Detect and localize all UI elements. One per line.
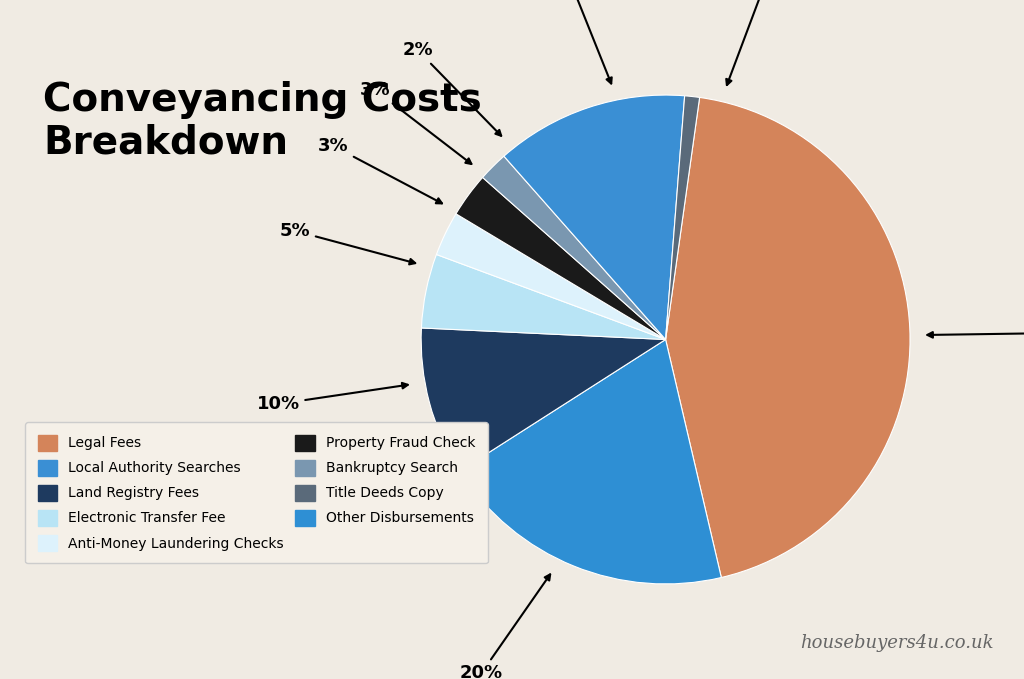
Text: 10%: 10%	[257, 383, 408, 413]
Text: 45%: 45%	[928, 324, 1024, 342]
Text: Conveyancing Costs
Breakdown: Conveyancing Costs Breakdown	[43, 81, 481, 162]
Text: 13%: 13%	[547, 0, 611, 84]
Text: 20%: 20%	[460, 574, 550, 679]
Wedge shape	[456, 177, 666, 340]
Wedge shape	[666, 96, 699, 340]
Wedge shape	[421, 328, 666, 471]
Text: 2%: 2%	[402, 41, 501, 136]
Text: 5%: 5%	[280, 222, 415, 264]
Text: housebuyers4u.co.uk: housebuyers4u.co.uk	[800, 634, 993, 652]
Legend: Legal Fees, Local Authority Searches, Land Registry Fees, Electronic Transfer Fe: Legal Fees, Local Authority Searches, La…	[26, 422, 487, 564]
Wedge shape	[460, 340, 721, 584]
Wedge shape	[504, 95, 685, 340]
Wedge shape	[666, 98, 910, 578]
Wedge shape	[436, 214, 666, 340]
Wedge shape	[422, 255, 666, 340]
Text: 3%: 3%	[317, 137, 442, 204]
Wedge shape	[482, 156, 666, 340]
Text: 3%: 3%	[359, 81, 471, 164]
Text: 1%: 1%	[726, 0, 782, 85]
